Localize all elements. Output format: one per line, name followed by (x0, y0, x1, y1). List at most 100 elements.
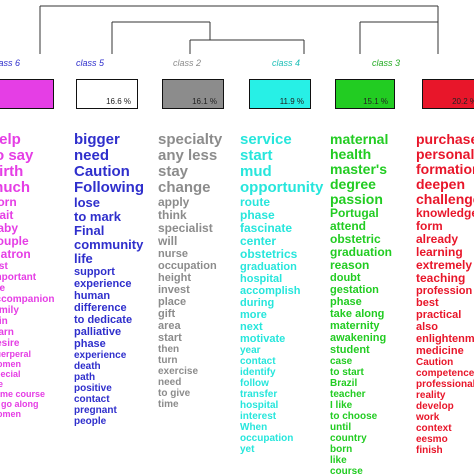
list-item: area (158, 320, 181, 332)
list-item: to dedicate (74, 314, 133, 326)
list-item: health (330, 146, 372, 162)
list-item: death (74, 361, 101, 372)
list-item: master's (330, 161, 388, 177)
list-item: gestation (330, 284, 379, 296)
list-item: height (158, 272, 191, 284)
list-item: Following (74, 179, 144, 196)
list-item: difference (74, 302, 127, 314)
list-item: need (158, 377, 182, 388)
list-item: transfer (240, 389, 278, 400)
list-item: family (0, 305, 19, 316)
list-item: hospital (240, 273, 283, 285)
list-item: to go along (0, 399, 39, 409)
list-item: accomplish (240, 285, 301, 297)
list-item: personal (416, 146, 474, 162)
list-item: exercise (158, 366, 199, 377)
list-item: take along (330, 308, 385, 320)
list-item: bigger (74, 131, 120, 148)
list-item: When (240, 422, 268, 433)
list-item: life (74, 251, 93, 266)
list-item: challenge (416, 191, 474, 207)
list-item: hospital (240, 400, 279, 411)
list-item: context (416, 423, 452, 434)
class1-percent: 20.2 % (452, 97, 474, 106)
class3-word-list: maternal health master's degree passion Portu… (330, 132, 392, 474)
class6-word-list: helpto saybirthmuchbornwaitbabycouplemat… (0, 131, 55, 420)
list-item: need (74, 147, 110, 164)
list-item: gift (158, 308, 176, 320)
list-item: matron (0, 247, 31, 261)
list-item: form (416, 219, 443, 233)
class5-word-list: bigger need Caution Following lose to mark Fin… (74, 131, 144, 428)
list-item: extremely (416, 258, 473, 272)
list-item: specialist (158, 221, 213, 235)
list-item: turn (158, 355, 178, 366)
list-item: deepen (416, 176, 466, 192)
list-item: eesmo (416, 434, 448, 445)
list-item: born (330, 444, 353, 455)
list-item: Caution (74, 163, 130, 180)
list-item: best (416, 297, 439, 309)
list-item: Caution (416, 357, 454, 368)
list-item: reason (330, 258, 370, 272)
list-item: apply (158, 195, 190, 209)
class6-box (0, 79, 54, 109)
list-item: learn (0, 327, 14, 338)
list-item: help (0, 131, 21, 148)
list-item: puerperal (0, 349, 32, 359)
list-item: test (0, 261, 8, 272)
list-item: passion (330, 191, 383, 207)
list-item: contact (74, 394, 110, 405)
list-item: during (240, 297, 275, 309)
list-item: same course (0, 389, 46, 399)
list-item: degree (330, 176, 376, 192)
list-item: attend (330, 219, 366, 233)
list-item: enlightenment (416, 333, 474, 345)
list-item: reality (416, 390, 446, 401)
list-item: opportunity (240, 179, 324, 196)
list-item: desire (0, 338, 20, 349)
list-item: obstetric (330, 232, 381, 246)
list-item: special (0, 369, 21, 379)
list-item: work (416, 412, 440, 423)
list-item: yet (240, 444, 255, 455)
list-item: occupation (158, 260, 217, 272)
list-item: graduation (240, 261, 297, 273)
list-item: women (0, 359, 22, 369)
list-item: Brazil (330, 378, 358, 389)
list-item: the (0, 283, 5, 294)
list-item: much (0, 179, 31, 196)
list-item: motivate (240, 333, 286, 345)
class1-box: 20.2 % (422, 79, 474, 109)
list-item: next (240, 321, 263, 333)
list-item: specialty (158, 131, 223, 148)
list-item: path (74, 372, 96, 383)
list-item: accompanion (0, 294, 55, 305)
list-item: people (74, 416, 107, 427)
list-item: phase (240, 208, 275, 222)
list-item: year (240, 345, 261, 356)
class3-box: 15.1 % (335, 79, 395, 109)
list-item: women (0, 409, 22, 419)
class3-percent: 15.1 % (363, 97, 388, 106)
list-item: contact (240, 356, 276, 367)
list-item: center (240, 234, 277, 248)
class1-word-list: purchasepersonalformationdeepenchallenge… (416, 132, 474, 457)
class5-label: class 5 (76, 58, 105, 68)
list-item: phase (330, 296, 362, 308)
list-item: teacher (330, 389, 366, 400)
class3-label: class 3 (372, 58, 401, 68)
list-item: start (240, 147, 273, 164)
list-item: place (158, 296, 187, 308)
list-item: course (330, 466, 363, 474)
list-item: occupation (240, 433, 294, 444)
list-item: student (330, 344, 370, 356)
list-item: country (330, 433, 367, 444)
list-item: important (0, 272, 37, 283)
class4-label: class 4 (272, 58, 301, 68)
list-item: practical (416, 309, 462, 321)
list-item: until (330, 422, 352, 433)
list-item: graduation (330, 245, 392, 259)
list-item: more (240, 309, 267, 321)
